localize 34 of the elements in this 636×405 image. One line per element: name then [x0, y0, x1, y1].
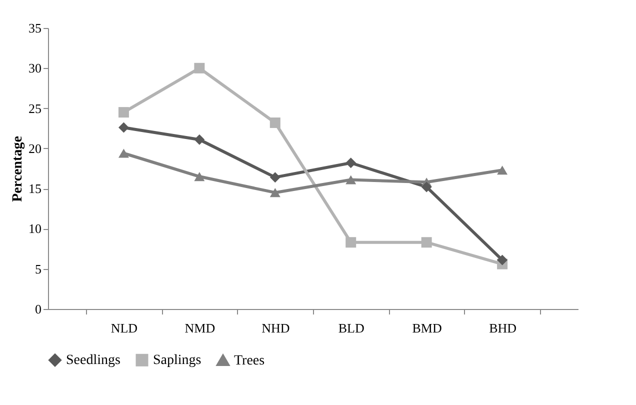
y-axis-title: Percentage [10, 136, 26, 202]
point [270, 188, 280, 198]
point [118, 107, 129, 118]
point [194, 134, 205, 145]
y-tick-label: 15 [28, 181, 42, 196]
point [346, 158, 356, 168]
x-tick-label: NHD [262, 320, 290, 336]
legend-label: Trees [234, 353, 265, 368]
y-tick-label: 30 [28, 60, 42, 76]
point [421, 182, 432, 192]
point [194, 172, 205, 182]
x-tick-label: BMD [412, 320, 442, 336]
point [118, 122, 129, 133]
x-tick-label: NMD [184, 320, 216, 336]
y-tick-label: 20 [28, 140, 42, 156]
point [270, 172, 280, 183]
y-tick-label: 0 [35, 302, 42, 316]
legend-label: Seedlings [66, 353, 120, 368]
x-tick-label: NLD [110, 320, 138, 336]
point [497, 166, 508, 175]
point [346, 237, 356, 248]
x-tick-label: BHD [489, 320, 517, 336]
x-tick-label: BLD [338, 320, 364, 336]
y-tick-label: 10 [28, 221, 42, 236]
point [346, 175, 356, 184]
y-tick-label: 35 [28, 20, 42, 36]
point [270, 117, 280, 128]
point [497, 254, 508, 266]
legend-label: Saplings [153, 353, 202, 368]
point [194, 62, 205, 74]
point [118, 148, 129, 158]
point [421, 237, 432, 248]
y-tick-label: 25 [28, 100, 42, 116]
y-tick-label: 5 [35, 261, 42, 276]
